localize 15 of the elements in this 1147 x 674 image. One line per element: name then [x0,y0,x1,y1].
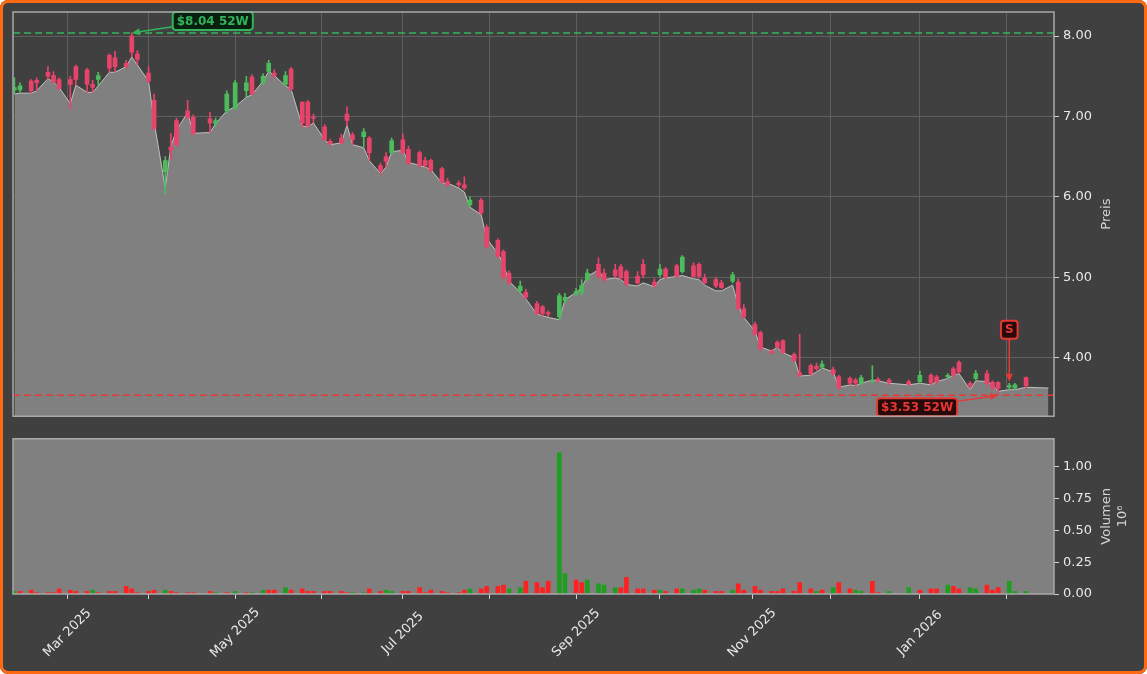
y-tick-label: 0.25 [1063,553,1092,569]
y-tick-label: 0.00 [1063,585,1092,601]
y-axis-title: Volumen 10⁶ [1098,488,1130,545]
y-tick-label: 4.00 [1063,348,1092,364]
y-tick-label: 1.00 [1063,458,1092,474]
y-tick-label: 8.00 [1063,27,1092,43]
annotation: $3.53 52W [881,399,954,414]
y-tick-label: 6.00 [1063,188,1092,204]
y-tick-label: 7.00 [1063,107,1092,123]
annotation: S [1004,322,1014,337]
y-axis-title: Preis [1098,198,1114,230]
annotation: $8.04 52W [176,13,249,28]
y-tick-label: 0.50 [1063,521,1092,537]
y-tick-label: 0.75 [1063,489,1092,505]
y-tick-label: 5.00 [1063,268,1092,284]
